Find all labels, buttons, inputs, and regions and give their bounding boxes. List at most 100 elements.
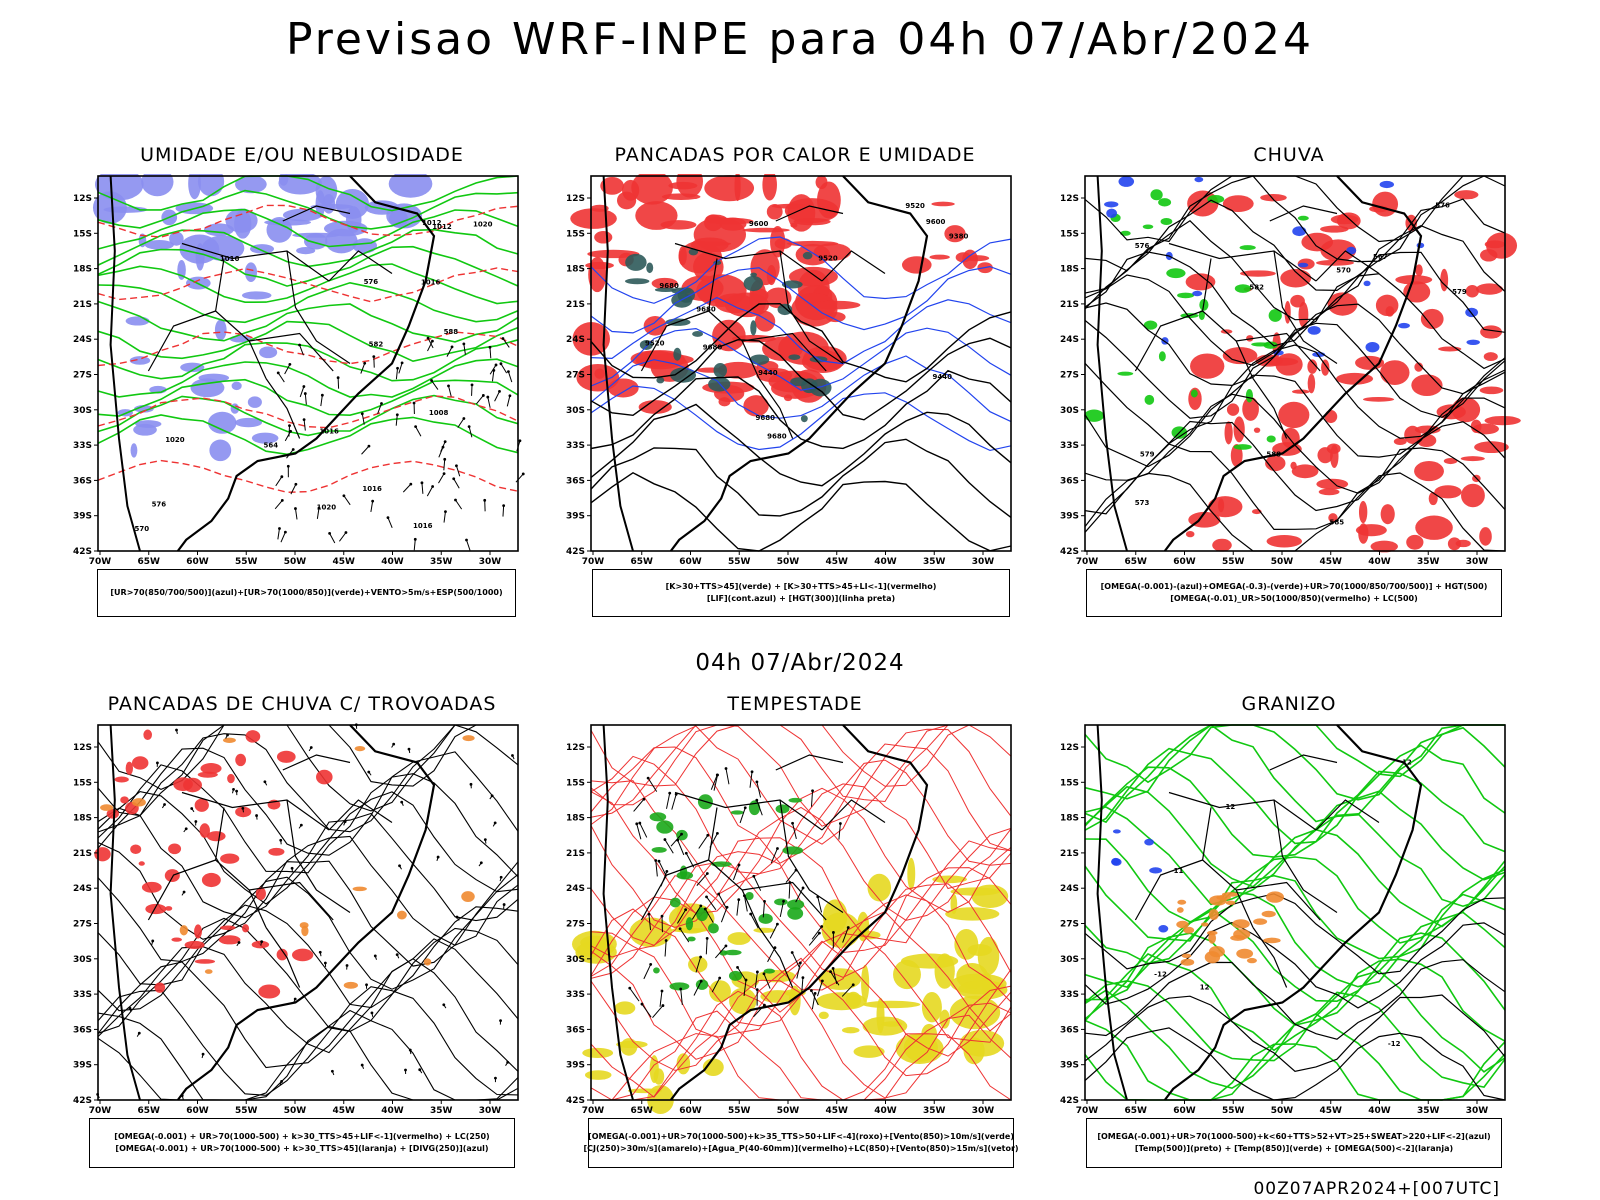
rain-green-area bbox=[1207, 195, 1225, 204]
temp850-green-contour bbox=[1084, 868, 1506, 965]
hail-blue-area bbox=[1158, 925, 1169, 933]
lat-label: 39S bbox=[1060, 1061, 1079, 1071]
thunderstorm-red-area bbox=[291, 948, 314, 962]
instability-teal-area bbox=[646, 262, 654, 274]
border-line bbox=[181, 242, 330, 282]
rain-green-area bbox=[1150, 189, 1163, 201]
humidity-blue-area bbox=[130, 443, 138, 458]
rain-red-area bbox=[1217, 498, 1225, 513]
thunderstorm-red-area bbox=[316, 769, 333, 785]
thunderstorm-red-area bbox=[200, 763, 222, 774]
wind-vector-head bbox=[660, 914, 664, 918]
wind-arrow-head bbox=[450, 345, 454, 349]
instability-red-area bbox=[791, 292, 838, 327]
rain-red-area bbox=[1416, 433, 1437, 448]
wind-arrow bbox=[427, 337, 434, 349]
wind-vector bbox=[676, 909, 687, 924]
wind-arrow-head bbox=[499, 362, 503, 366]
lon-label: 50W bbox=[777, 1106, 800, 1116]
streamline-arrow-head bbox=[370, 1011, 374, 1015]
rain-green-area bbox=[1263, 341, 1278, 349]
rain-red-area bbox=[1326, 443, 1341, 454]
wind850-green-area bbox=[787, 907, 804, 920]
border-line bbox=[821, 250, 886, 282]
instability-red-area bbox=[929, 254, 950, 260]
instability-red-area bbox=[638, 400, 672, 414]
wind-arrow bbox=[277, 372, 285, 383]
humidity-blue-area bbox=[241, 291, 272, 300]
wind-arrow-head bbox=[426, 336, 430, 340]
wind-arrow bbox=[402, 483, 412, 493]
wind-vector-head bbox=[646, 776, 650, 780]
temp850-green-contour bbox=[1084, 724, 1505, 801]
wind850-green-area bbox=[656, 820, 674, 834]
streamline-arrow-head bbox=[455, 915, 459, 919]
lat-label: 33S bbox=[1060, 990, 1079, 1000]
lat-label: 36S bbox=[1060, 476, 1079, 486]
streamline-arrow-head bbox=[237, 941, 241, 944]
contour-label: 579 bbox=[1452, 288, 1467, 296]
contour-label: 570 bbox=[1336, 267, 1351, 275]
streamline-arrow-head bbox=[323, 961, 327, 965]
streamline-250 bbox=[97, 747, 519, 856]
streamline-arrow-head bbox=[194, 820, 198, 823]
legend-line: [K>30+TTS>45](verde) + [K>30+TTS>45+LI<-… bbox=[665, 582, 937, 591]
coastline-west bbox=[109, 724, 141, 1101]
thunderstorm-red-area bbox=[114, 776, 129, 783]
contour-label: 9520 bbox=[905, 202, 925, 210]
lat-label: 12S bbox=[566, 194, 585, 204]
wind-arrow-head bbox=[360, 412, 364, 416]
wind-vector bbox=[655, 860, 658, 877]
rain-green-area bbox=[1143, 320, 1158, 330]
humidity-blue-area bbox=[249, 244, 275, 254]
instability-red-area bbox=[765, 287, 792, 309]
rain-red-area bbox=[1226, 403, 1240, 416]
lon-label: 70W bbox=[89, 1106, 112, 1116]
coastline bbox=[1163, 175, 1423, 552]
jet-yellow-area bbox=[853, 1045, 885, 1058]
rain-blue-area bbox=[1194, 176, 1204, 183]
streamline-arrow-head bbox=[318, 950, 322, 954]
legend-line: [OMEGA(-0.001)-(azul)+OMEGA(-0.3)-(verde… bbox=[1100, 582, 1488, 591]
border-line bbox=[821, 799, 886, 831]
wind850-green-area bbox=[724, 949, 742, 956]
humidity-blue-area bbox=[364, 200, 400, 215]
wind-arrow-head bbox=[342, 494, 346, 498]
coastline-west bbox=[1096, 724, 1128, 1101]
rain-red-area bbox=[1483, 352, 1498, 362]
lat-label: 27S bbox=[73, 371, 92, 381]
lat-label: 15S bbox=[566, 778, 585, 788]
wind-arrow-head bbox=[413, 537, 417, 541]
coastline bbox=[1163, 724, 1423, 1101]
wind-vector bbox=[770, 848, 778, 864]
streamline-arrow-head bbox=[373, 954, 377, 958]
contour-label: 12 bbox=[1225, 803, 1235, 811]
contour-label: 567 bbox=[1373, 253, 1388, 261]
streamline-arrow-head bbox=[156, 761, 159, 765]
lon-label: 55W bbox=[235, 557, 258, 567]
thunderstorm-red-area bbox=[194, 924, 202, 939]
thunderstorm-red-area bbox=[138, 861, 145, 866]
humidity-green-contour bbox=[97, 320, 519, 363]
wind-arrow-head bbox=[289, 429, 292, 433]
omega-orange-area bbox=[1236, 948, 1254, 959]
rain-red-area bbox=[1207, 496, 1243, 518]
rain-red-area bbox=[1242, 397, 1259, 421]
thunderstorm-red-area bbox=[143, 729, 152, 740]
legend-line: [OMEGA(-0.001) + UR>70(1000-500) + k>30_… bbox=[115, 1144, 489, 1153]
map-frame bbox=[590, 175, 1012, 552]
rain-red-area bbox=[1414, 362, 1424, 372]
wind-arrow-head bbox=[501, 337, 505, 340]
humidity-green-contour bbox=[97, 263, 519, 305]
wind-vector bbox=[706, 896, 717, 911]
wind-vector-head bbox=[736, 965, 739, 969]
hgt500-contour bbox=[1084, 371, 1506, 468]
rain-green-area bbox=[1233, 444, 1252, 450]
wind-vector-head bbox=[838, 822, 842, 825]
wind-vector bbox=[693, 981, 702, 996]
panel-pancadas-calor: PANCADAS POR CALOR E UMIDADE 9680 9680 968… bbox=[555, 144, 1035, 624]
jet-yellow-area bbox=[950, 893, 958, 915]
wind850-green-area bbox=[775, 804, 790, 814]
lat-label: 30S bbox=[73, 406, 92, 416]
lat-label: 21S bbox=[1060, 300, 1079, 310]
